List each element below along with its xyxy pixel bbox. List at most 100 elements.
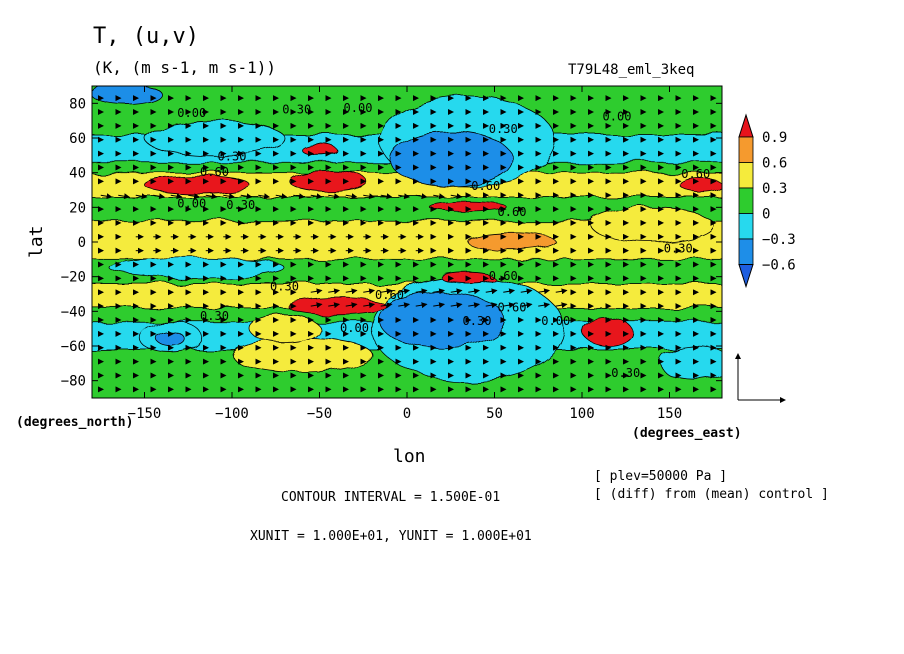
- contour-label-14: 0.60: [375, 288, 404, 302]
- contour-label-20: 0.30: [200, 309, 229, 323]
- contour-label-3: 0.30: [489, 122, 518, 136]
- wind-vector-446: [450, 302, 463, 309]
- chart-subtitle: (K, (m s-1, m s-1)): [93, 58, 277, 77]
- wind-vector-14: [100, 193, 113, 200]
- wind-vector-271: [310, 288, 323, 295]
- x-tick-label-6: 150: [657, 406, 682, 422]
- contour-interval: CONTOUR INTERVAL = 1.500E-01: [281, 490, 501, 505]
- colorbar-arrow-top: [738, 113, 754, 138]
- wind-vector-58: [135, 193, 148, 200]
- wind-vector-314: [345, 302, 358, 309]
- y-tick-label-7: −60: [61, 339, 86, 355]
- colorbar-label-2: 0.3: [762, 181, 787, 197]
- contour-label-6: 0.60: [200, 165, 229, 179]
- field-blob-24: [231, 336, 373, 373]
- x-axis-units: (degrees_east): [632, 426, 742, 441]
- wind-vector-124: [188, 193, 201, 200]
- field-blob-25: [467, 232, 557, 252]
- colorbar-swatch-1: [738, 136, 754, 163]
- wind-vector-388: [398, 193, 411, 200]
- field-blob-9: [144, 175, 250, 194]
- wind-vector-425: [433, 288, 446, 295]
- wind-vector-469: [468, 288, 481, 295]
- field-blob-11: [301, 144, 338, 156]
- wind-vector-366: [380, 193, 393, 200]
- contour-label-13: 0.30: [270, 280, 299, 294]
- wind-vector-491: [485, 288, 498, 295]
- chart-title: T, (u,v): [93, 24, 199, 49]
- wind-vector-447: [450, 288, 463, 295]
- wind-vector-402: [415, 302, 428, 309]
- y-tick-label-0: 80: [69, 96, 86, 112]
- contour-label-19: 0.60: [489, 269, 518, 283]
- x-tick-label-3: 0: [403, 406, 411, 422]
- wind-vector-168: [223, 193, 236, 200]
- contour-label-5: 0.30: [218, 150, 247, 164]
- field-blob-20: [109, 257, 285, 279]
- x-tick-label-0: −150: [128, 406, 162, 422]
- colorbar: 0.9 0.6 0.3 0 −0.3 −0.6: [738, 113, 796, 289]
- colorbar-swatch-5: [738, 238, 754, 265]
- wind-vector-256: [293, 193, 306, 200]
- x-axis-title: lon: [393, 446, 426, 467]
- run-label: T79L48_eml_3keq: [568, 62, 695, 78]
- contour-label-11: 0.60: [471, 179, 500, 193]
- wind-vector-454: [450, 193, 463, 200]
- colorbar-swatch-2: [738, 162, 754, 189]
- field-blob-13: [287, 297, 387, 316]
- axis-ticks: −150 −100 −50 0 50 100 150 80 60 40 20 0 −20 −40 −60 −8…: [61, 86, 722, 422]
- colorbar-label-4: −0.3: [762, 232, 796, 248]
- wind-vector-410: [415, 193, 428, 200]
- colorbar-swatch-4: [738, 213, 754, 240]
- wind-vector-380: [398, 302, 411, 309]
- colorbar-label-3: 0: [762, 207, 770, 223]
- wind-vector-468: [468, 302, 481, 309]
- wind-vector-270: [310, 302, 323, 309]
- wind-vector-315: [345, 288, 358, 295]
- wind-vector-322: [345, 193, 358, 200]
- wind-vector-490: [485, 302, 498, 309]
- wind-vector-358: [380, 302, 393, 309]
- x-tick-label-4: 50: [486, 406, 503, 422]
- contour-label-16: 0.30: [463, 314, 492, 328]
- y-tick-label-4: 0: [78, 235, 86, 251]
- contour-label-17: 0.60: [498, 300, 527, 314]
- y-axis-units: (degrees_north): [16, 415, 134, 430]
- contour-label-18: 0.00: [541, 314, 570, 328]
- contour-label-1: 0.30: [282, 103, 311, 117]
- diff-note: [ (diff) from (mean) control ]: [594, 487, 829, 502]
- contour-label-12: 0.30: [664, 241, 693, 255]
- y-tick-label-1: 60: [69, 131, 86, 147]
- contour-label-15: 0.00: [340, 321, 369, 335]
- x-tick-label-5: 100: [569, 406, 594, 422]
- y-axis-title: lat: [26, 225, 47, 258]
- wind-vector-234: [275, 193, 288, 200]
- field-shapes: [92, 86, 722, 382]
- x-tick-label-2: −50: [307, 406, 332, 422]
- unit-note: XUNIT = 1.000E+01, YUNIT = 1.000E+01: [250, 529, 532, 544]
- contour-label-4: 0.00: [603, 110, 632, 124]
- wind-vector-403: [415, 288, 428, 295]
- field-blob-12: [429, 201, 508, 213]
- wind-vector-359: [380, 288, 393, 295]
- temperature-field: [92, 86, 722, 398]
- field-blob-19: [144, 120, 285, 156]
- wind-vector-36: [118, 193, 131, 200]
- wind-vector-80: [153, 193, 166, 200]
- wind-vector-344: [363, 193, 376, 200]
- colorbar-label-0: 0.9: [762, 130, 787, 146]
- wind-vector-190: [240, 193, 253, 200]
- wind-vector-534: [520, 302, 533, 309]
- field-blob-26: [249, 314, 320, 343]
- wind-vector-300: [328, 193, 341, 200]
- field-blob-6: [389, 130, 513, 187]
- plev-note: [ plev=50000 Pa ]: [594, 469, 728, 484]
- wind-vector-557: [538, 288, 551, 295]
- contour-label-10: 0.60: [498, 205, 527, 219]
- wind-vector-513: [503, 288, 516, 295]
- contour-label-8: 0.00: [177, 196, 206, 210]
- colorbar-arrow-bottom: [738, 264, 754, 289]
- colorbar-label-1: 0.6: [762, 156, 787, 172]
- contour-label-2: 0.00: [344, 101, 373, 115]
